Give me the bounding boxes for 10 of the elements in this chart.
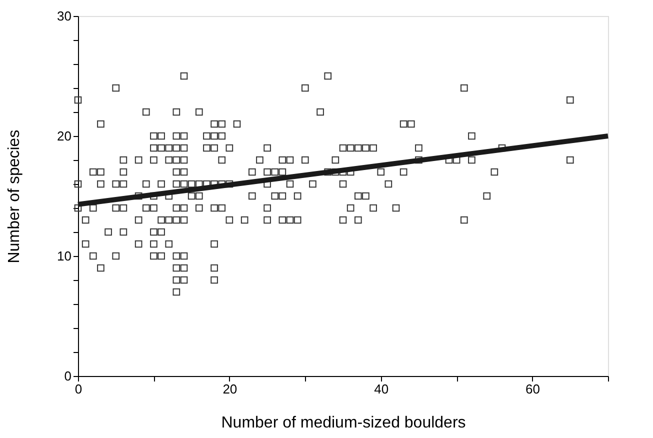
x-tick-label: 40 — [374, 382, 389, 396]
x-axis-title: Number of medium-sized boulders — [221, 414, 466, 432]
y-axis-title: Number of species — [6, 130, 24, 264]
x-tick-label: 60 — [526, 382, 540, 396]
x-tick-label: 20 — [222, 382, 238, 396]
y-tick-label: 0 — [64, 368, 72, 384]
y-tick-label: 30 — [57, 8, 72, 24]
y-tick-label: 20 — [57, 128, 72, 144]
y-tick-label: 10 — [57, 248, 72, 264]
x-tick-label: 0 — [74, 382, 82, 396]
